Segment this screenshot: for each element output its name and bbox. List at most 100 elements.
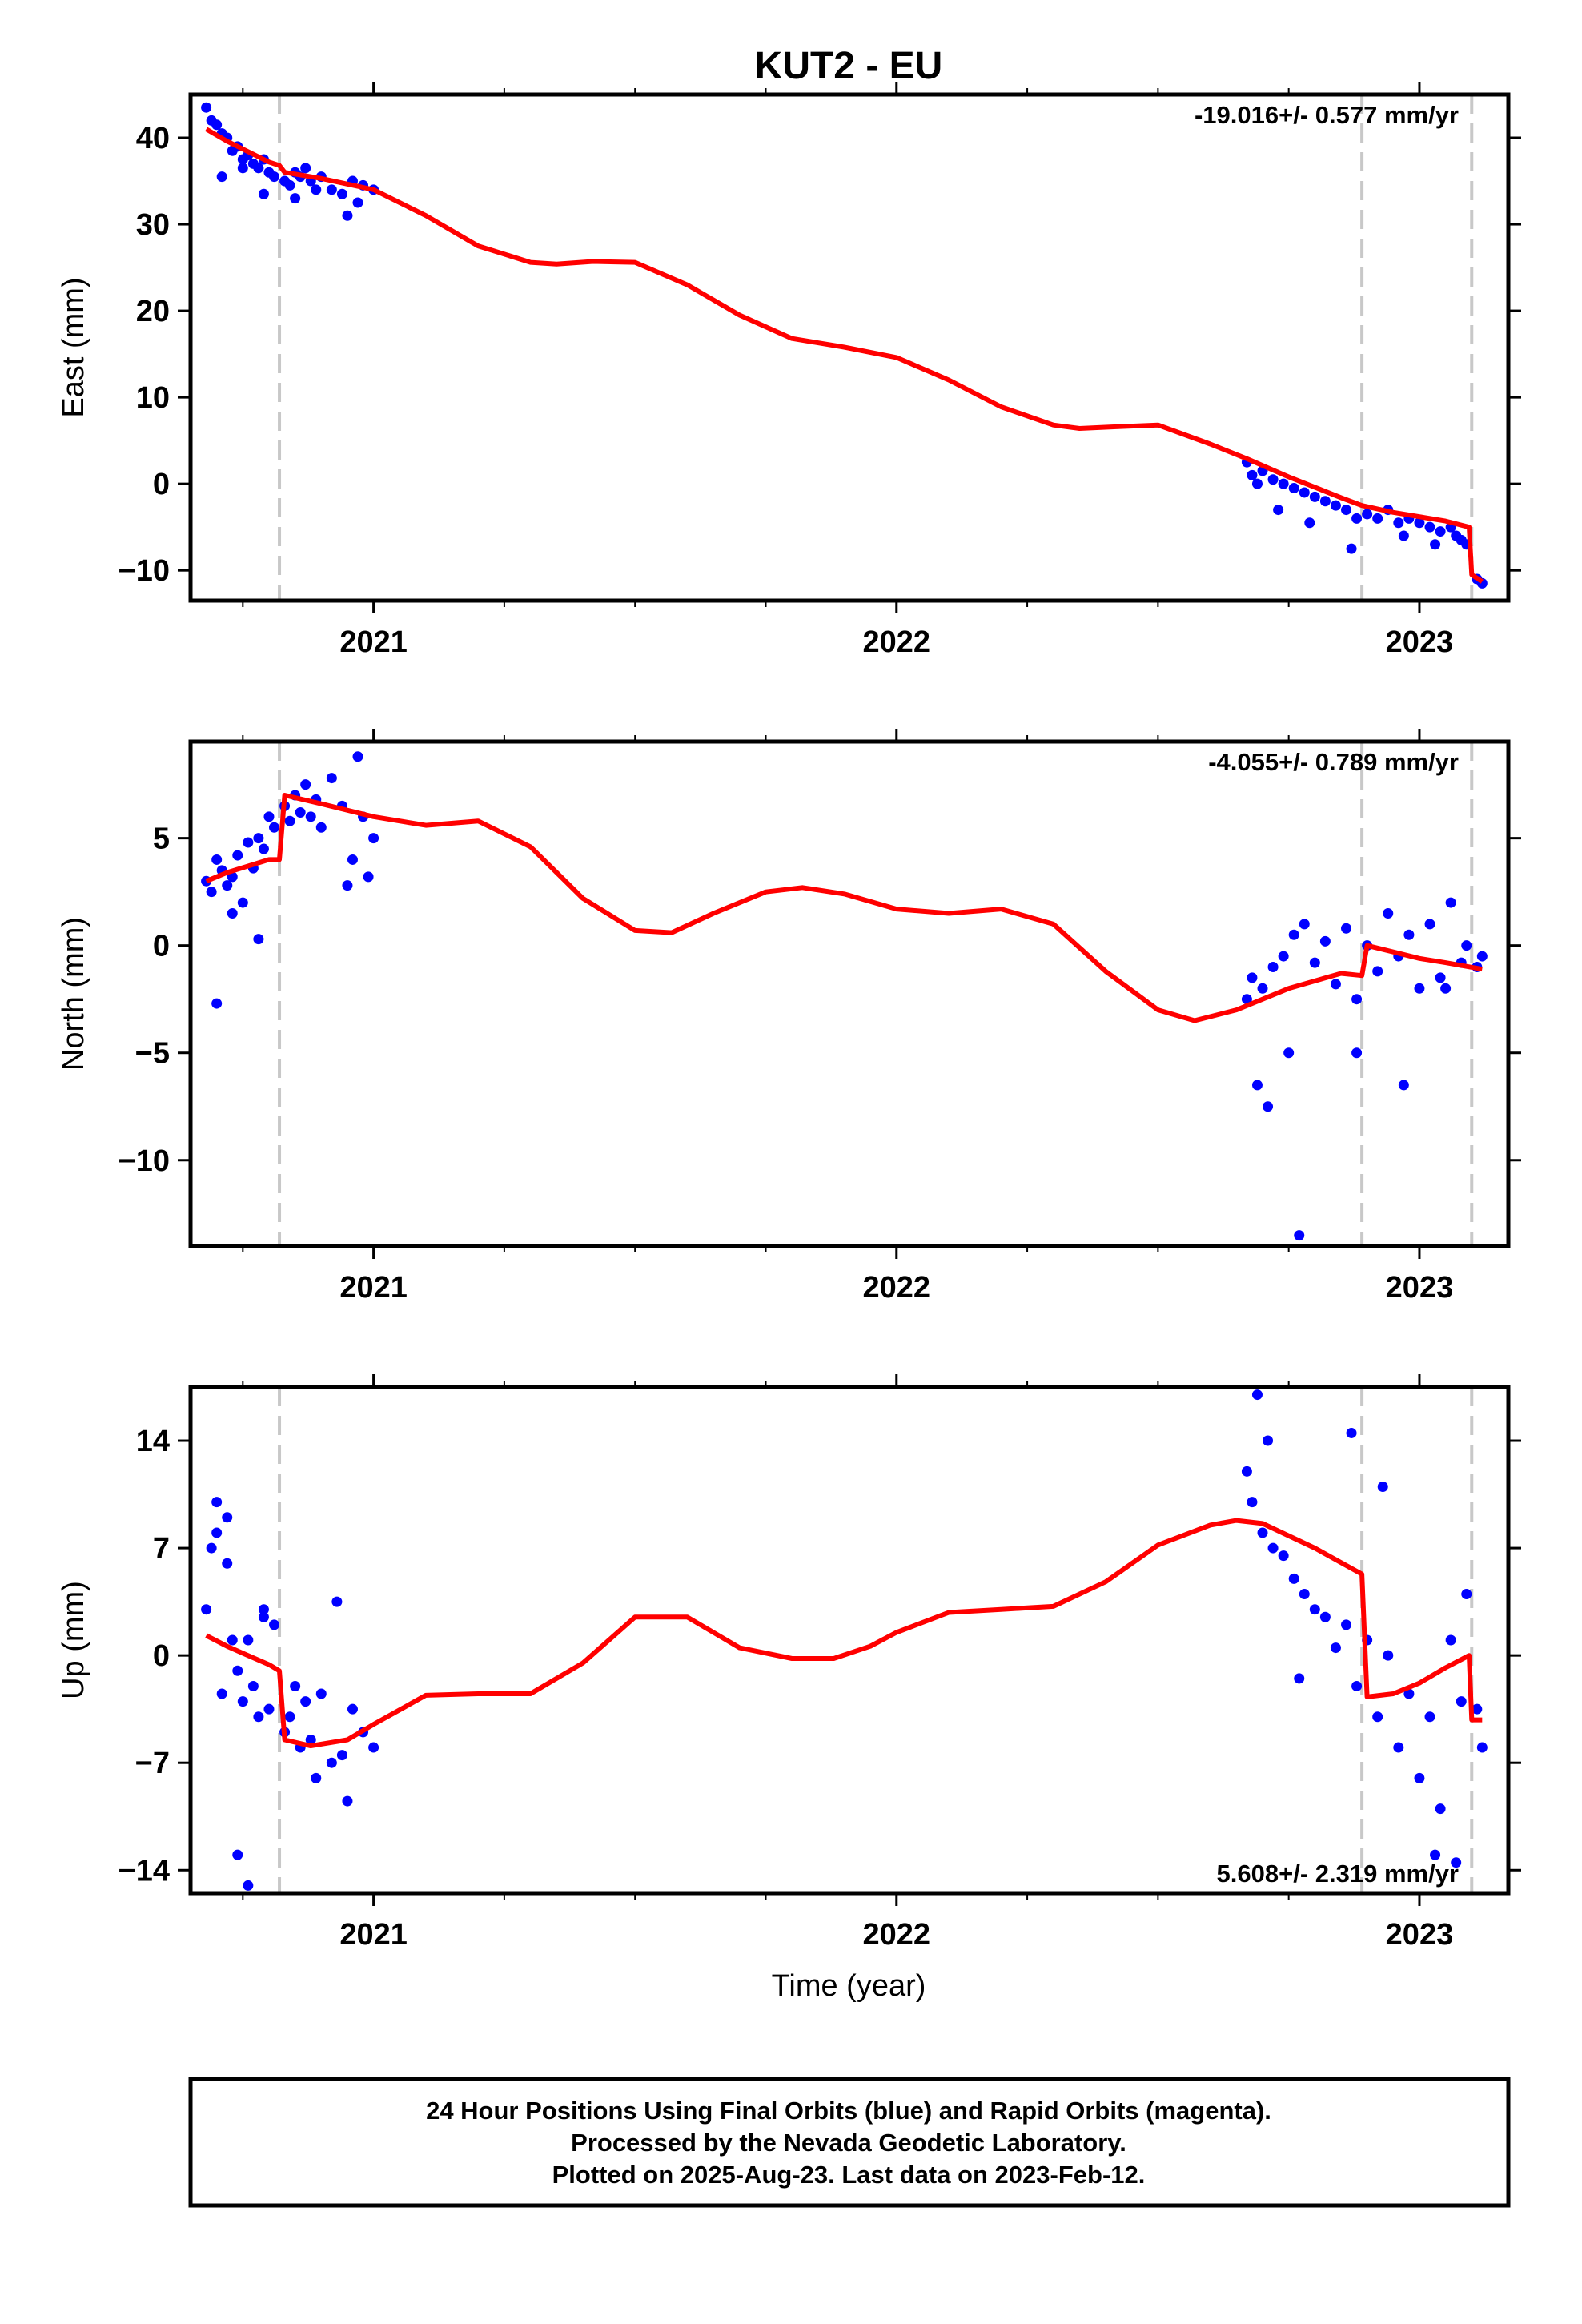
north-data-point xyxy=(1424,919,1435,930)
up-data-point xyxy=(1247,1497,1258,1508)
up-data-point xyxy=(258,1604,269,1615)
east-data-point xyxy=(300,163,311,174)
east-data-point xyxy=(1304,517,1315,529)
up-data-point xyxy=(1251,1389,1263,1401)
up-x-tick-label: 2022 xyxy=(863,1918,931,1952)
north-data-point xyxy=(1435,972,1446,983)
east-data-point xyxy=(269,171,280,183)
up-data-point xyxy=(1383,1650,1394,1661)
north-data-point xyxy=(1294,1230,1305,1241)
up-data-point xyxy=(1424,1711,1435,1723)
up-data-point xyxy=(1267,1542,1279,1554)
north-y-tick-label: −10 xyxy=(118,1144,170,1178)
north-y-tick-label: 5 xyxy=(153,822,170,856)
north-data-point xyxy=(237,897,248,908)
up-data-point xyxy=(211,1497,223,1508)
east-x-tick-label: 2022 xyxy=(863,625,931,659)
east-rate-label: -19.016+/- 0.577 mm/yr xyxy=(1195,101,1459,129)
east-y-tick-label: 0 xyxy=(153,468,170,501)
north-data-point xyxy=(269,822,280,833)
up-axes-frame xyxy=(188,1385,1511,1896)
north-panel: 2021 2022 2023 −10 −5 0 5 North (mm) -4.055+/- 0… xyxy=(57,729,1521,1305)
east-axes-frame xyxy=(188,92,1511,603)
up-data-point xyxy=(243,1880,254,1891)
east-data-point xyxy=(311,184,322,195)
up-data-point xyxy=(263,1703,275,1715)
east-data-point xyxy=(211,119,223,131)
north-data-point xyxy=(258,843,269,854)
north-data-point xyxy=(1257,983,1268,994)
east-axis-label: East (mm) xyxy=(57,277,90,417)
up-data-point xyxy=(1257,1527,1268,1538)
north-data-point xyxy=(253,934,264,945)
up-data-point xyxy=(227,1634,238,1646)
east-data-point xyxy=(1299,487,1310,498)
north-data-point xyxy=(347,854,358,865)
east-data-point xyxy=(1330,500,1341,511)
up-y-tick-label: 7 xyxy=(153,1532,170,1566)
up-data-point xyxy=(305,1734,316,1745)
up-data-point xyxy=(1330,1642,1341,1654)
up-data-point xyxy=(211,1527,223,1538)
north-data-point xyxy=(1445,897,1456,908)
east-data-point xyxy=(352,197,363,208)
up-data-point xyxy=(201,1604,212,1615)
up-data-point xyxy=(222,1558,233,1569)
east-data-point xyxy=(1346,543,1357,554)
up-data-point xyxy=(1476,1742,1488,1753)
chart-title: KUT2 - EU xyxy=(755,45,943,87)
up-data-point xyxy=(1319,1611,1331,1622)
up-data-point xyxy=(1377,1481,1388,1492)
up-data-point xyxy=(1372,1711,1383,1723)
up-data-point xyxy=(326,1757,337,1768)
up-data-point xyxy=(1263,1435,1274,1446)
north-data-point xyxy=(1351,1047,1363,1059)
east-data-point xyxy=(1267,474,1279,485)
north-data-point xyxy=(305,811,316,822)
east-plot-area xyxy=(201,94,1488,601)
east-data-point xyxy=(1288,483,1299,494)
up-data-point xyxy=(1294,1673,1305,1684)
east-y-tick-label: −10 xyxy=(118,554,170,588)
east-data-point xyxy=(258,188,269,199)
up-y-tick-label: −14 xyxy=(118,1854,170,1888)
east-data-point xyxy=(1414,517,1425,529)
up-data-point xyxy=(1430,1849,1441,1860)
up-y-tick-label: −7 xyxy=(135,1747,170,1780)
east-data-point xyxy=(1273,505,1284,516)
up-data-point xyxy=(1435,1803,1446,1815)
up-panel: 2021 2022 2023 −14 −7 0 7 14 Up (mm) 5.608+/- 2.3… xyxy=(57,1374,1521,1952)
north-data-point xyxy=(1398,1080,1409,1091)
north-data-point xyxy=(352,751,363,762)
north-data-point xyxy=(1267,961,1279,972)
north-data-point xyxy=(227,907,238,919)
up-data-point xyxy=(1278,1550,1289,1562)
east-data-point xyxy=(1435,526,1446,537)
north-data-point xyxy=(1440,983,1452,994)
up-data-point xyxy=(347,1703,358,1715)
up-data-point xyxy=(1309,1604,1320,1615)
east-data-point xyxy=(1351,513,1363,524)
up-x-tick-label: 2023 xyxy=(1386,1918,1454,1952)
north-data-point xyxy=(211,998,223,1009)
up-data-point xyxy=(232,1665,243,1676)
north-data-point xyxy=(1351,994,1363,1005)
north-data-point xyxy=(1241,994,1252,1005)
north-data-point xyxy=(1247,972,1258,983)
north-data-point xyxy=(263,811,275,822)
up-data-point xyxy=(1445,1634,1456,1646)
north-data-point xyxy=(1476,951,1488,962)
up-data-point xyxy=(1403,1688,1415,1699)
north-data-point xyxy=(342,880,353,891)
north-data-point xyxy=(1414,983,1425,994)
up-data-point xyxy=(237,1696,248,1707)
east-data-point xyxy=(1278,478,1289,489)
up-data-point xyxy=(247,1680,259,1691)
north-data-point xyxy=(1319,935,1331,947)
up-plot-area xyxy=(201,1387,1488,1893)
north-plot-area xyxy=(201,742,1488,1246)
north-rate-label: -4.055+/- 0.789 mm/yr xyxy=(1208,748,1459,776)
north-data-point xyxy=(253,833,264,844)
east-data-point xyxy=(1372,513,1383,524)
